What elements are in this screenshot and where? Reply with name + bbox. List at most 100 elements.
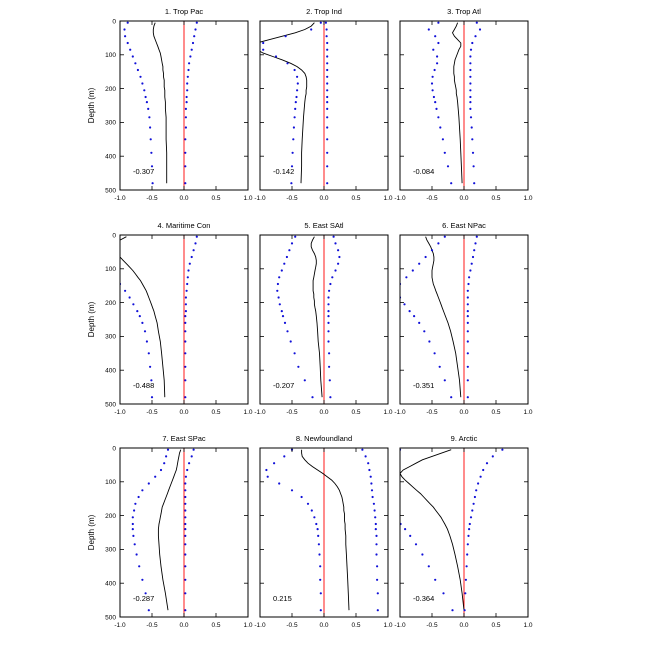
upper-bound-point: [188, 462, 191, 465]
lower-bound-point: [141, 489, 144, 492]
upper-bound-point: [485, 462, 489, 465]
upper-bound-point: [466, 296, 469, 299]
upper-bound-point: [466, 553, 469, 556]
y-tick-label: 0: [112, 18, 116, 25]
lower-bound-point: [437, 116, 440, 119]
upper-bound-point: [473, 495, 476, 499]
upper-bound-point: [376, 592, 379, 595]
upper-bound-point: [469, 55, 472, 58]
y-tick-label: 100: [105, 266, 116, 273]
upper-bound-point: [376, 565, 379, 568]
lower-bound-point: [284, 35, 287, 38]
upper-bound-point: [325, 35, 328, 38]
lower-bound-point: [393, 516, 395, 518]
x-tick-label: 0.5: [211, 409, 220, 416]
lower-bound-point: [385, 503, 387, 505]
panel-2: 2. Trop Ind -1.0 -0.5 0.0 0.5 1.0 -0.142: [254, 7, 392, 202]
correlation-value: 0.215: [273, 594, 292, 603]
upper-bound-point: [326, 62, 329, 65]
lower-bound-point: [296, 75, 299, 78]
upper-bound-point: [187, 269, 190, 272]
upper-bound-point: [326, 116, 329, 119]
lower-bound-point: [124, 289, 127, 292]
mean-profile-line: [301, 449, 350, 611]
x-tick-label: -1.0: [394, 622, 406, 629]
lower-bound-point: [434, 578, 437, 581]
upper-bound-point: [190, 455, 193, 458]
lower-bound-point: [136, 68, 139, 72]
lower-bound-point: [384, 489, 386, 491]
lower-bound-point: [141, 578, 144, 581]
lower-bound-point: [151, 182, 154, 185]
lower-bound-point: [281, 315, 285, 318]
lower-bound-point: [310, 28, 313, 31]
upper-bound-point: [184, 475, 187, 478]
lower-bound-point: [292, 126, 295, 129]
upper-bound-point: [184, 138, 187, 141]
plot-area: [276, 235, 341, 404]
correlation-value: -0.351: [413, 381, 434, 390]
upper-bound-point: [184, 116, 187, 119]
upper-bound-point: [184, 553, 187, 556]
upper-bound-point: [469, 82, 472, 85]
lower-bound-point: [317, 543, 320, 546]
lower-bound-point: [131, 528, 134, 531]
lower-bound-point: [141, 82, 144, 85]
lower-bound-point: [128, 296, 131, 299]
x-tick-label: 0.5: [351, 409, 360, 416]
upper-bound-point: [464, 592, 467, 595]
upper-bound-point: [475, 235, 478, 238]
lower-bound-point: [159, 468, 163, 472]
upper-bound-point: [473, 182, 476, 185]
lower-bound-point: [427, 565, 430, 568]
lower-bound-point: [319, 565, 322, 568]
plot-area: [265, 448, 379, 617]
upper-bound-point: [469, 68, 472, 72]
x-tick-label: -0.5: [426, 195, 438, 202]
upper-bound-point: [189, 55, 192, 58]
x-tick-label: -0.5: [426, 409, 438, 416]
upper-bound-point: [337, 262, 340, 265]
upper-bound-point: [184, 482, 187, 485]
lower-bound-point: [144, 95, 147, 99]
lower-bound-point: [443, 151, 446, 154]
upper-bound-point: [326, 75, 329, 78]
lower-bound-point: [437, 41, 440, 45]
lower-bound-point: [132, 534, 135, 538]
upper-bound-point: [471, 151, 475, 154]
lower-bound-point: [431, 75, 434, 78]
x-tick-label: -1.0: [254, 622, 266, 629]
lower-bound-point: [288, 249, 291, 252]
lower-bound-point: [149, 365, 152, 368]
plot-area: [260, 21, 329, 190]
correlation-value: -0.142: [273, 167, 294, 176]
lower-bound-point: [292, 138, 295, 141]
lower-bound-point: [294, 107, 297, 110]
lower-bound-point: [134, 502, 137, 505]
lower-bound-point: [87, 242, 89, 244]
plot-area: [131, 448, 195, 617]
correlation-value: -0.287: [133, 594, 154, 603]
lower-bound-point: [404, 528, 407, 531]
lower-bound-point: [424, 255, 427, 259]
y-axis-label: Depth (m): [87, 514, 96, 550]
panel-title: 8. Newfoundland: [296, 434, 352, 443]
upper-bound-point: [184, 352, 187, 355]
lower-bound-point: [126, 21, 129, 24]
upper-bound-point: [184, 330, 187, 333]
lower-bound-point: [295, 95, 298, 99]
upper-bound-point: [467, 534, 470, 538]
mean-profile-line: [152, 22, 168, 184]
lower-bound-point: [113, 276, 115, 278]
upper-bound-point: [375, 543, 378, 546]
upper-bound-point: [184, 528, 187, 531]
x-tick-label: 0.0: [179, 195, 188, 202]
x-tick-label: 0.5: [211, 195, 220, 202]
upper-bound-point: [192, 249, 195, 252]
lower-bound-point: [131, 55, 134, 58]
lower-bound-point: [280, 269, 283, 272]
plot-area: [123, 21, 198, 190]
upper-bound-point: [326, 138, 329, 141]
plot-area: [400, 235, 478, 404]
upper-bound-point: [472, 165, 475, 168]
